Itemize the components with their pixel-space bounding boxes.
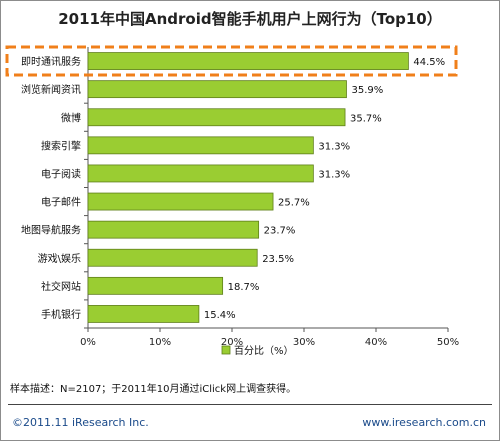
category-label: 社交网站 <box>41 280 81 293</box>
category-label: 游戏\娱乐 <box>38 252 81 265</box>
x-tick-label: 50% <box>437 337 459 348</box>
data-label: 25.7% <box>278 198 310 209</box>
category-label: 微博 <box>61 111 81 124</box>
data-label: 35.9% <box>351 85 383 96</box>
data-label: 23.5% <box>262 254 294 265</box>
highlight-box <box>5 45 458 77</box>
category-label: 搜索引擎 <box>41 139 81 152</box>
data-label: 15.4% <box>204 310 236 321</box>
bar <box>87 192 274 211</box>
data-label: 23.7% <box>264 226 296 237</box>
copyright-text: ©2011.11 iResearch Inc. <box>12 416 149 429</box>
bar <box>87 305 200 323</box>
bar <box>87 80 347 99</box>
category-label: 手机银行 <box>41 308 81 321</box>
bar <box>87 52 409 70</box>
footer-divider <box>8 404 492 405</box>
x-tick-label: 30% <box>293 337 315 348</box>
x-tick-label: 40% <box>365 337 387 348</box>
category-label: 即时通讯服务 <box>21 55 81 68</box>
x-tick-label: 10% <box>149 337 171 348</box>
bar <box>87 136 314 155</box>
bar <box>87 108 346 127</box>
category-label: 浏览新闻资讯 <box>21 83 81 96</box>
website-link[interactable]: www.iresearch.com.cn <box>362 416 486 429</box>
bar <box>87 276 224 295</box>
x-tick-label: 20% <box>221 337 243 348</box>
bar <box>87 220 260 239</box>
x-tick-label: 0% <box>80 337 96 348</box>
data-label: 31.3% <box>318 169 350 180</box>
legend-label: 百分比（%） <box>234 345 294 357</box>
chart-title: 2011年中国Android智能手机用户上网行为（Top10） <box>58 10 442 28</box>
data-label: 44.5% <box>413 57 445 68</box>
data-label: 18.7% <box>228 282 260 293</box>
data-label: 31.3% <box>318 141 350 152</box>
data-label: 35.7% <box>350 113 382 124</box>
sample-note: 样本描述：N=2107；于2011年10月通过iClick网上调查获得。 <box>10 384 297 395</box>
category-label: 电子阅读 <box>41 167 81 180</box>
legend-swatch <box>221 345 231 355</box>
bar <box>87 164 314 183</box>
category-label: 地图导航服务 <box>21 224 81 237</box>
category-label: 电子邮件 <box>41 196 81 209</box>
bar <box>87 248 258 267</box>
